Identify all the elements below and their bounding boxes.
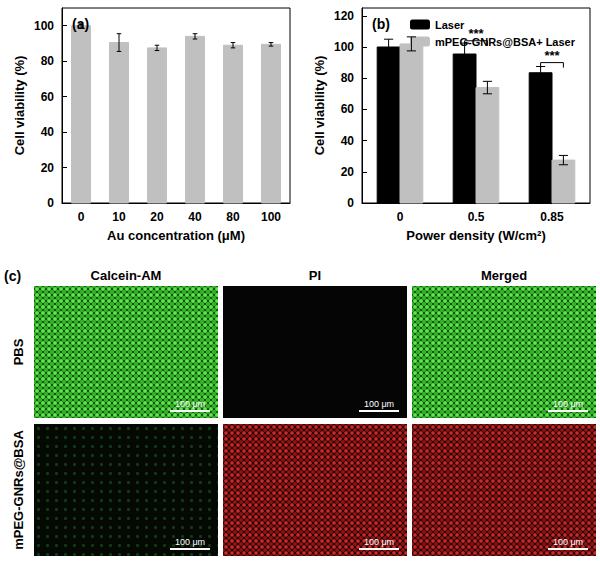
- html-text:mPEG-GNRs@BSA: mPEG-GNRs@BSA: [10, 430, 26, 550]
- svg-text:40: 40: [41, 125, 55, 139]
- svg-text:60: 60: [41, 90, 55, 104]
- svg-text:(b): (b): [372, 16, 390, 32]
- svg-text:100: 100: [34, 19, 54, 33]
- svg-text:0: 0: [78, 210, 85, 224]
- svg-text:0: 0: [397, 210, 404, 224]
- svg-text:80: 80: [41, 54, 55, 68]
- html-text:100 μm: 100 μm: [174, 399, 206, 409]
- html-text:100 μm: 100 μm: [174, 537, 206, 547]
- svg-text:80: 80: [341, 71, 355, 85]
- svg-text:40: 40: [341, 134, 355, 148]
- svg-text:20: 20: [150, 210, 164, 224]
- svg-text:***: ***: [468, 26, 484, 41]
- svg-text:(a): (a): [72, 16, 89, 32]
- svg-text:40: 40: [188, 210, 202, 224]
- svg-text:120: 120: [334, 9, 354, 23]
- svg-text:100: 100: [261, 210, 281, 224]
- svg-text:Au concentration (μM): Au concentration (μM): [107, 228, 245, 243]
- html-text:100 μm: 100 μm: [552, 537, 584, 547]
- html-text:PI: PI: [308, 268, 322, 283]
- html-text:Calcein-AM: Calcein-AM: [90, 268, 162, 283]
- html-text:Merged: Merged: [480, 268, 528, 283]
- svg-text:mPEG-GNRs@BSA+ Laser: mPEG-GNRs@BSA+ Laser: [435, 36, 576, 48]
- svg-text:100: 100: [334, 40, 354, 54]
- svg-text:0.5: 0.5: [468, 210, 485, 224]
- svg-text:80: 80: [226, 210, 240, 224]
- html-text:(c): (c): [4, 268, 22, 284]
- html-text:100 μm: 100 μm: [552, 399, 584, 409]
- svg-text:Power density (W/cm²): Power density (W/cm²): [406, 228, 545, 243]
- svg-text:Cell viability (%): Cell viability (%): [312, 56, 327, 156]
- svg-text:***: ***: [544, 48, 560, 63]
- html-text:100 μm: 100 μm: [363, 537, 395, 547]
- svg-text:0: 0: [347, 196, 354, 210]
- svg-text:10: 10: [112, 210, 126, 224]
- html-text:PBS: PBS: [10, 338, 26, 366]
- svg-text:Laser: Laser: [435, 19, 465, 31]
- svg-text:60: 60: [341, 102, 355, 116]
- svg-text:20: 20: [341, 165, 355, 179]
- html-text:100 μm: 100 μm: [363, 399, 395, 409]
- svg-text:0.85: 0.85: [540, 210, 564, 224]
- svg-text:20: 20: [41, 161, 55, 175]
- svg-text:0: 0: [47, 196, 54, 210]
- svg-text:Cell viability (%): Cell viability (%): [12, 56, 27, 156]
